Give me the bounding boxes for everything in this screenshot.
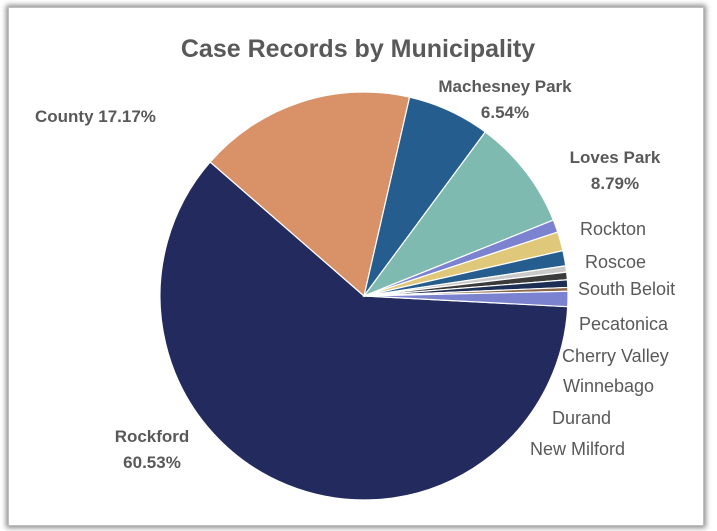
label-new-milford: New Milford	[530, 439, 625, 459]
pie-slice-rockford	[159, 161, 569, 501]
chart-title: Case Records by Municipality	[181, 35, 535, 63]
label-county: County 17.17%	[35, 107, 156, 126]
label-rockton: Rockton	[580, 219, 646, 239]
label-machesney-park-value: 6.54%	[481, 103, 529, 122]
label-cherry-valley: Cherry Valley	[562, 346, 669, 366]
label-durand: Durand	[552, 408, 611, 428]
pie-slice-loves-park	[362, 131, 555, 298]
label-machesney-park: Machesney Park	[438, 77, 572, 96]
pie-slice-county	[209, 91, 411, 298]
label-loves-park-value: 8.79%	[591, 174, 639, 193]
label-rockford: Rockford	[115, 427, 190, 446]
label-rockford-value: 60.53%	[123, 453, 181, 472]
label-pecatonica: Pecatonica	[579, 314, 669, 334]
label-loves-park: Loves Park	[570, 148, 661, 167]
label-winnebago: Winnebago	[563, 376, 654, 396]
label-roscoe: Roscoe	[585, 252, 646, 272]
label-south-beloit: South Beloit	[578, 279, 675, 299]
pie-slice-new-milford	[363, 290, 569, 308]
